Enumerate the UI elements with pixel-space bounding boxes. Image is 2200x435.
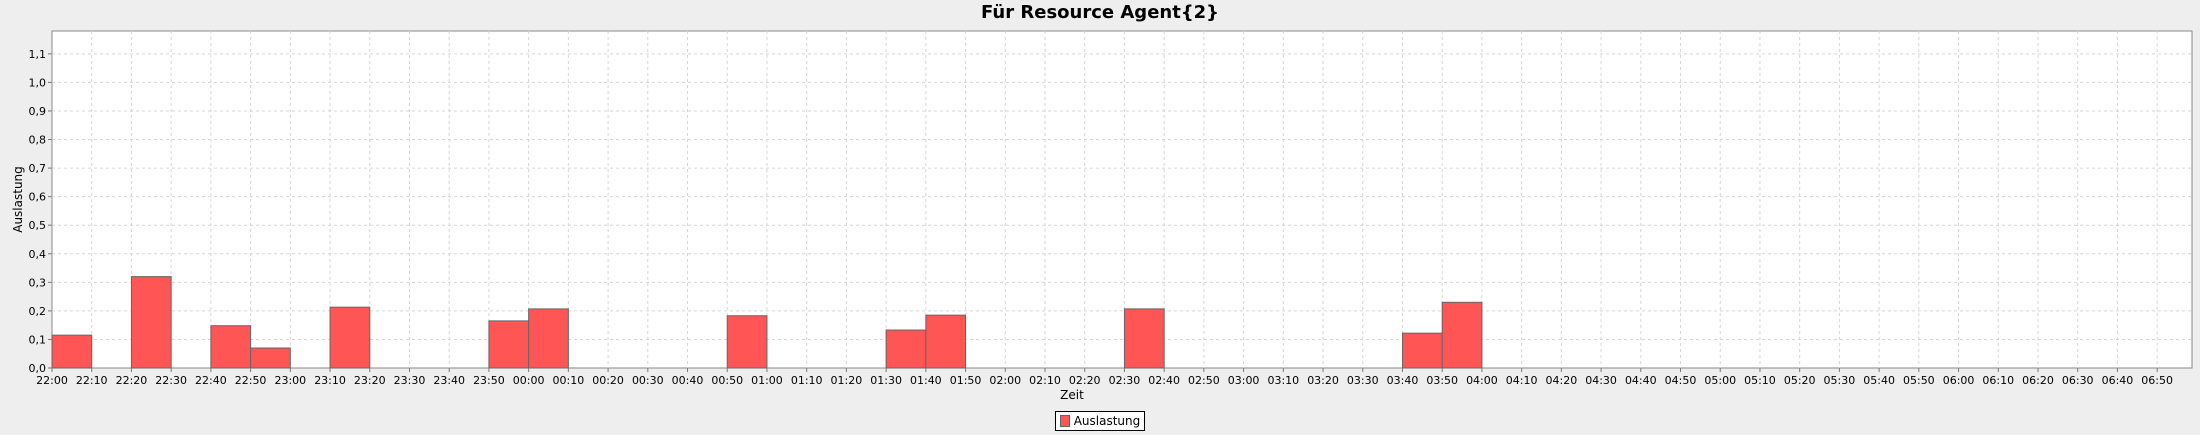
x-tick-label: 02:00: [989, 374, 1021, 387]
x-tick-label: 23:50: [473, 374, 505, 387]
y-tick-label: 0,7: [29, 162, 47, 175]
y-tick-label: 0,1: [29, 333, 47, 346]
x-tick-label: 00:40: [672, 374, 704, 387]
x-tick-label: 04:50: [1665, 374, 1697, 387]
bar: [925, 314, 967, 369]
legend: Auslastung: [0, 411, 2200, 431]
bar: [885, 329, 927, 369]
x-tick-label: 00:10: [553, 374, 585, 387]
y-tick-label: 0,5: [29, 219, 47, 232]
x-tick-label: 05:10: [1744, 374, 1776, 387]
x-tick-label: 22:50: [235, 374, 267, 387]
x-tick-label: 01:10: [791, 374, 823, 387]
x-tick-label: 22:10: [76, 374, 108, 387]
bar: [1123, 308, 1165, 369]
x-tick-label: 02:30: [1109, 374, 1141, 387]
x-tick-label: 22:20: [116, 374, 148, 387]
x-tick-label: 03:00: [1228, 374, 1260, 387]
grid-lines: [52, 31, 2192, 368]
x-tick-label: 04:20: [1546, 374, 1578, 387]
y-tick-label: 1,1: [29, 48, 47, 61]
x-tick-label: 00:00: [513, 374, 545, 387]
bar: [210, 325, 252, 369]
x-tick-label: 02:50: [1188, 374, 1220, 387]
y-tick-label: 1,0: [29, 76, 47, 89]
x-tick-label: 01:50: [950, 374, 982, 387]
x-tick-label: 23:40: [433, 374, 465, 387]
x-tick-label: 04:10: [1506, 374, 1538, 387]
x-tick-label: 23:00: [274, 374, 306, 387]
bar: [1401, 332, 1443, 369]
x-tick-label: 05:30: [1824, 374, 1856, 387]
y-tick-label: 0,0: [29, 362, 47, 375]
y-tick-label: 0,4: [29, 248, 47, 261]
x-tick-label: 01:40: [910, 374, 942, 387]
x-tick-label: 06:40: [2102, 374, 2134, 387]
x-tick-label: 06:20: [2022, 374, 2054, 387]
x-tick-label: 01:00: [751, 374, 783, 387]
x-tick-label: 22:30: [155, 374, 187, 387]
x-tick-label: 06:30: [2062, 374, 2094, 387]
x-tick-label: 00:30: [632, 374, 664, 387]
x-tick-label: 01:30: [870, 374, 902, 387]
bar: [488, 320, 530, 369]
x-tick-label: 04:00: [1466, 374, 1498, 387]
x-tick-label: 05:50: [1903, 374, 1935, 387]
x-tick-label: 05:20: [1784, 374, 1816, 387]
x-axis-label: Zeit: [1060, 388, 1084, 402]
x-tick-label: 22:40: [195, 374, 227, 387]
bar-layer: [51, 276, 1483, 369]
bar: [528, 308, 569, 369]
legend-label: Auslastung: [1073, 414, 1141, 428]
x-tick-label: 03:50: [1426, 374, 1458, 387]
x-tick-label: 01:20: [831, 374, 863, 387]
x-tick-label: 00:50: [711, 374, 743, 387]
x-tick-label: 05:40: [1863, 374, 1895, 387]
x-tick-label: 02:20: [1069, 374, 1101, 387]
y-tick-label: 0,3: [29, 276, 47, 289]
x-axis: 22:00 22:10 22:20 22:30 22:40 22:50 23:00 23:10…: [36, 368, 2173, 387]
bar: [250, 347, 291, 369]
x-tick-label: 03:20: [1307, 374, 1339, 387]
y-axis-label: Auslastung: [11, 166, 25, 233]
x-tick-label: 00:20: [592, 374, 624, 387]
y-tick-label: 0,2: [29, 305, 47, 318]
x-tick-label: 06:50: [2141, 374, 2173, 387]
x-tick-label: 22:00: [36, 374, 68, 387]
x-tick-label: 04:40: [1625, 374, 1657, 387]
bar: [130, 276, 172, 369]
chart-title: Für Resource Agent{2}: [981, 2, 1219, 23]
y-tick-label: 0,8: [29, 134, 47, 147]
x-tick-label: 02:40: [1148, 374, 1180, 387]
x-tick-label: 02:10: [1029, 374, 1061, 387]
bar: [329, 306, 371, 369]
bar: [726, 315, 768, 369]
x-tick-label: 03:40: [1387, 374, 1419, 387]
x-tick-label: 06:00: [1943, 374, 1975, 387]
bar: [51, 334, 93, 369]
y-axis: 0,0 0,1 0,2 0,3 0,4 0,5 0,6 0,7 0,8 0,9 1,0 1,1: [29, 48, 52, 375]
x-tick-label: 04:30: [1585, 374, 1617, 387]
x-tick-label: 23:30: [394, 374, 426, 387]
x-tick-label: 03:30: [1347, 374, 1379, 387]
bar: [1441, 301, 1483, 369]
x-tick-label: 23:10: [314, 374, 346, 387]
x-tick-label: 03:10: [1267, 374, 1299, 387]
x-tick-label: 23:20: [354, 374, 386, 387]
x-tick-label: 05:00: [1704, 374, 1736, 387]
x-tick-label: 06:10: [1982, 374, 2014, 387]
legend-item: Auslastung: [1054, 411, 1146, 431]
plot-area: [51, 30, 2193, 369]
legend-swatch: [1059, 415, 1070, 427]
y-tick-label: 0,6: [29, 191, 47, 204]
y-tick-label: 0,9: [29, 105, 47, 118]
